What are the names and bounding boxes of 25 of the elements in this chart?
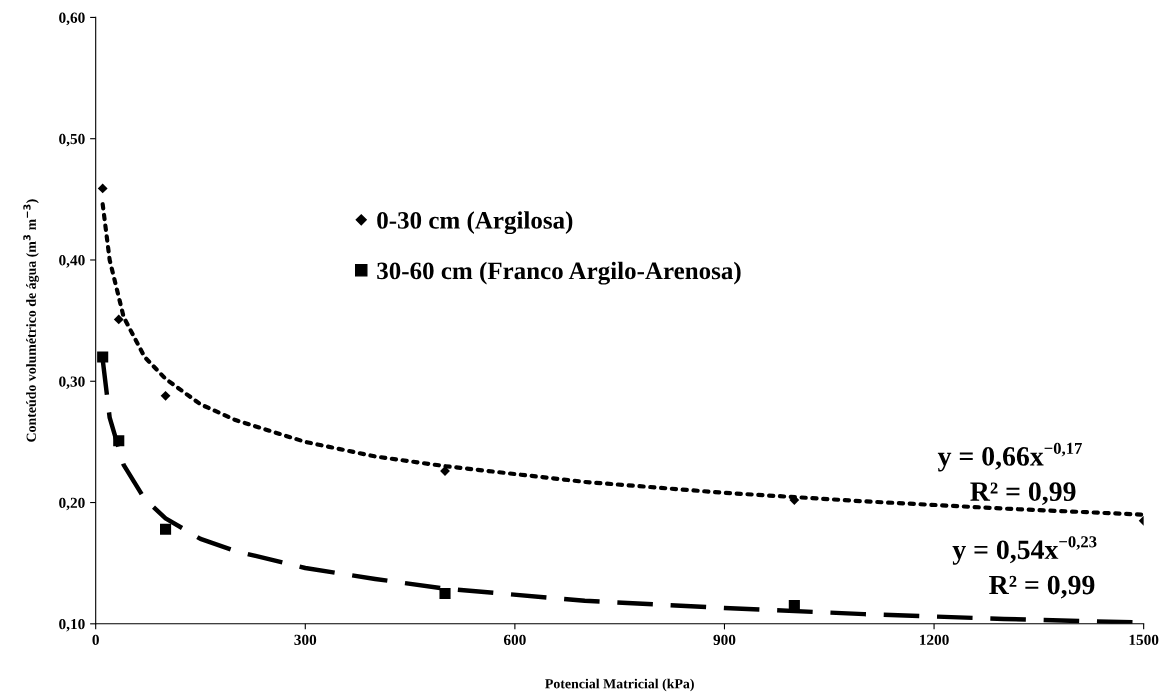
y-tick-label: 0,50 [59, 133, 85, 147]
x-tick-label: 600 [503, 634, 526, 645]
x-tick-label: 1200 [920, 634, 949, 645]
x-tick-label: 300 [294, 634, 317, 645]
y-tick-label: 0,40 [59, 255, 85, 268]
point [439, 587, 451, 600]
annotation: R² = 0,99 [989, 575, 1095, 599]
x-tick-label: 0 [92, 634, 99, 645]
point [160, 390, 171, 401]
point [113, 435, 125, 447]
x-tick-label: 1500 [1129, 634, 1159, 645]
legend-label: 0-30 cm (Argilosa) [377, 211, 573, 235]
x-tick-label: 900 [713, 634, 736, 645]
y-tick-label: 0,60 [59, 12, 85, 26]
point [97, 183, 108, 194]
point [160, 523, 172, 535]
point [97, 351, 109, 363]
y-tick-label: 0,10 [59, 618, 85, 632]
annotation: R² = 0,99 [970, 482, 1076, 506]
legend-label: 30-60 cm (Franco Argilo-Arenosa) [377, 261, 741, 285]
y-tick-label: 0,30 [59, 376, 85, 389]
y-axis-title: Conteúdo volumétrico de água (m$^{3}$ m$^{−3}$) [23, 199, 39, 442]
x-axis-title: Potencial Matricial (kPa) [545, 678, 694, 692]
point [113, 314, 124, 325]
y-tick-label: 0,20 [59, 497, 85, 511]
